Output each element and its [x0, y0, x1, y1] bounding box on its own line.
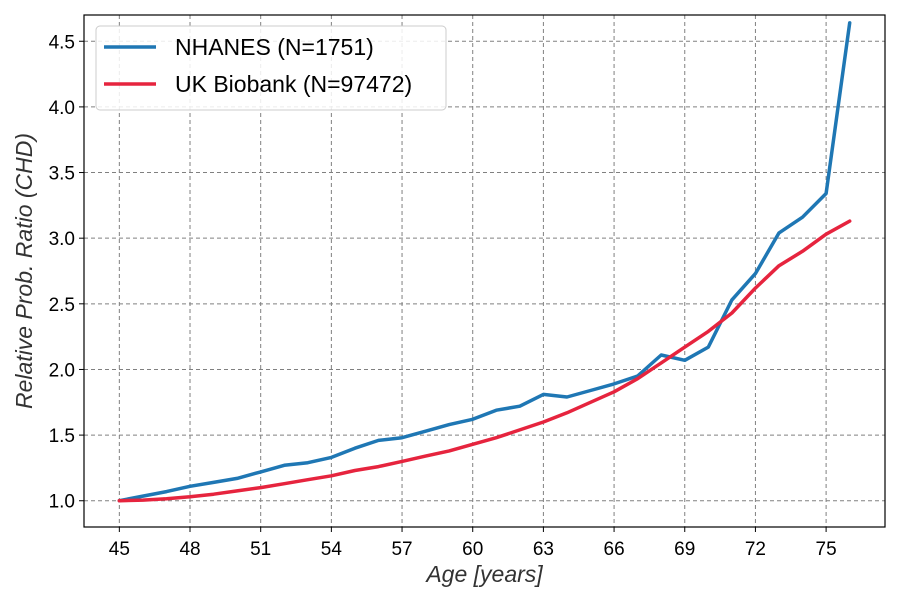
- legend-label-ukbiobank: UK Biobank (N=97472): [175, 71, 412, 97]
- x-axis: 45 48 51 54 57 60 63 66 69 72 75: [109, 527, 837, 560]
- y-tick-label: 4.5: [49, 32, 75, 53]
- y-tick-label: 2.5: [49, 295, 75, 316]
- y-tick-label: 3.0: [49, 229, 75, 250]
- series-line-ukbiobank: [117, 219, 852, 503]
- x-axis-title: Age [years]: [424, 561, 543, 587]
- x-tick-label: 69: [674, 539, 695, 560]
- x-tick-label: 48: [179, 539, 200, 560]
- plot-frame: [83, 14, 886, 528]
- x-tick-label: 57: [391, 539, 412, 560]
- x-tick-label: 45: [109, 539, 130, 560]
- x-tick-label: 54: [321, 539, 343, 560]
- x-tick-label: 63: [533, 539, 554, 560]
- x-tick-label: 66: [604, 539, 625, 560]
- x-tick-label: 51: [250, 539, 271, 560]
- x-tick-label: 60: [462, 539, 483, 560]
- y-axis-title: Relative Prob. Ratio (CHD): [11, 133, 37, 409]
- y-tick-label: 1.0: [49, 492, 75, 513]
- series-line-nhanes: [117, 21, 852, 503]
- y-axis: 1.0 1.5 2.0 2.5 3.0 3.5 4.0 4.5: [49, 32, 84, 513]
- y-tick-label: 2.0: [49, 360, 75, 381]
- y-tick-label: 3.5: [49, 164, 75, 185]
- x-tick-label: 72: [745, 539, 766, 560]
- x-tick-label: 75: [816, 539, 837, 560]
- y-tick-label: 1.5: [49, 426, 75, 447]
- legend: NHANES (N=1751) UK Biobank (N=97472): [95, 25, 447, 111]
- legend-box: [95, 25, 447, 111]
- series-layer: [117, 21, 852, 503]
- y-tick-label: 4.0: [49, 98, 75, 119]
- legend-label-nhanes: NHANES (N=1751): [175, 34, 374, 60]
